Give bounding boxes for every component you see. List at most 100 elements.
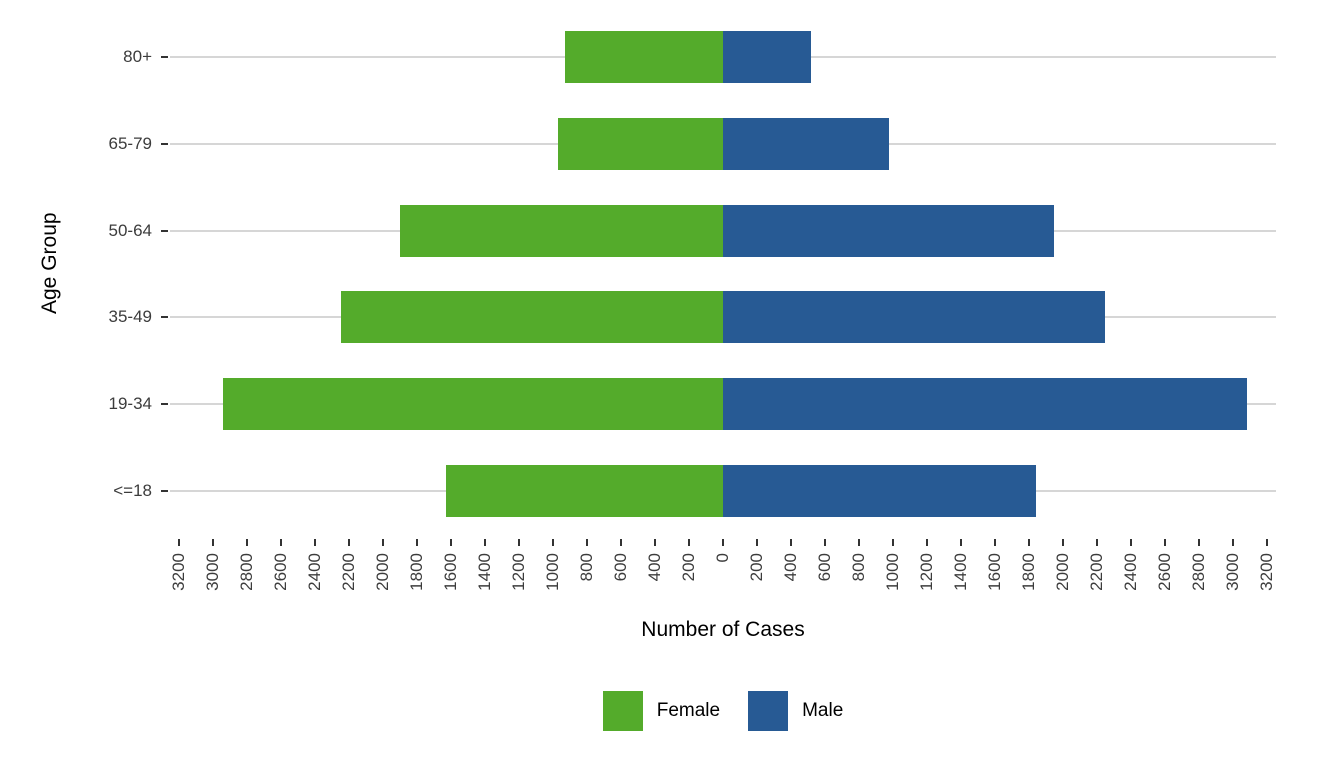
y-axis-title: Age Group (38, 212, 61, 314)
x-tick-mark (313, 539, 316, 546)
x-tick-mark (653, 539, 656, 546)
x-tick-mark (756, 539, 759, 546)
bar-female (399, 204, 723, 257)
x-tick-mark (381, 539, 384, 546)
bar-male (723, 378, 1248, 430)
x-tick-mark (1198, 539, 1201, 546)
plot-panel (170, 14, 1276, 534)
x-tick-mark (415, 539, 418, 546)
y-tick-mark (161, 316, 168, 319)
x-tick-label: 2600 (1155, 553, 1175, 591)
x-tick-label: 200 (747, 553, 767, 582)
x-tick-mark (177, 539, 180, 546)
bar-female (564, 31, 723, 84)
y-tick-label: 80+ (123, 47, 152, 67)
x-tick-label: 600 (610, 553, 630, 582)
y-tick-label: <=18 (113, 480, 152, 500)
y-tick-label: 19-34 (108, 394, 152, 413)
x-tick-mark (279, 539, 282, 546)
x-axis-title: Number of Cases (641, 618, 805, 641)
bar-female (445, 464, 723, 517)
y-tick-mark (161, 229, 168, 232)
x-tick-label: 3000 (1223, 553, 1243, 591)
bar-male (723, 464, 1037, 517)
x-tick-label: 600 (815, 553, 835, 582)
x-tick-mark (858, 539, 861, 546)
y-tick-mark (161, 489, 168, 492)
x-tick-label: 2200 (1087, 553, 1107, 591)
x-tick-mark (619, 539, 622, 546)
x-tick-mark (1028, 539, 1031, 546)
x-tick-label: 200 (678, 553, 698, 582)
x-tick-label: 1800 (1019, 553, 1039, 591)
x-tick-label: 2600 (270, 553, 290, 591)
x-tick-label: 1800 (406, 553, 426, 591)
x-tick-mark (517, 539, 520, 546)
legend-key-female (602, 691, 643, 731)
y-tick-mark (161, 56, 168, 59)
x-tick-label: 3000 (202, 553, 222, 591)
x-tick-label: 2800 (1189, 553, 1209, 591)
x-tick-label: 800 (576, 553, 596, 582)
y-tick-mark (161, 403, 168, 405)
x-tick-label: 400 (644, 553, 664, 582)
x-tick-mark (722, 539, 724, 546)
x-tick-mark (1164, 539, 1167, 546)
bar-female (557, 118, 723, 170)
x-tick-label: 800 (849, 553, 869, 582)
bar-male (723, 204, 1054, 257)
bar-female (341, 291, 723, 344)
x-tick-label: 1400 (474, 553, 494, 591)
x-tick-mark (347, 539, 350, 546)
x-tick-label: 1200 (917, 553, 937, 591)
x-tick-label: 3200 (1257, 553, 1277, 591)
y-tick-label: 35-49 (108, 307, 152, 327)
x-tick-label: 2400 (1121, 553, 1141, 591)
x-tick-label: 1000 (542, 553, 562, 591)
x-tick-mark (449, 539, 452, 546)
legend-item-female: Female (602, 691, 721, 731)
bar-male (723, 118, 889, 170)
bar-female (222, 378, 723, 430)
x-tick-label: 2400 (304, 553, 324, 591)
y-tick-label: 50-64 (108, 220, 152, 240)
x-tick-mark (1096, 539, 1099, 546)
x-tick-label: 1200 (508, 553, 528, 591)
x-tick-label: 2800 (236, 553, 256, 591)
x-tick-mark (892, 539, 895, 546)
legend-item-male: Male (748, 691, 843, 731)
x-tick-mark (824, 539, 827, 546)
x-tick-mark (994, 539, 997, 546)
legend-label: Male (802, 700, 844, 721)
legend-key-male (748, 691, 789, 731)
x-tick-mark (245, 539, 248, 546)
x-tick-mark (1232, 539, 1235, 546)
x-tick-mark (960, 539, 963, 546)
x-tick-label: 3200 (168, 553, 188, 591)
x-tick-label: 2000 (1053, 553, 1073, 591)
y-tick-mark (161, 143, 168, 145)
x-tick-mark (585, 539, 588, 546)
x-tick-label: 1600 (440, 553, 460, 591)
y-tick-label: 65-79 (108, 134, 152, 153)
x-tick-mark (211, 539, 214, 546)
x-tick-label: 2000 (372, 553, 392, 591)
bar-male (723, 291, 1105, 344)
x-tick-label: 2200 (338, 553, 358, 591)
x-tick-label: 0 (713, 553, 732, 563)
x-tick-label: 1600 (985, 553, 1005, 591)
x-tick-label: 400 (781, 553, 801, 582)
x-tick-mark (1062, 539, 1065, 546)
bar-male (723, 31, 811, 84)
legend-label: Female (656, 700, 721, 721)
x-tick-mark (687, 539, 690, 546)
legend: Female Male (170, 688, 1276, 734)
x-tick-mark (1266, 539, 1269, 546)
x-tick-mark (483, 539, 486, 546)
x-tick-mark (790, 539, 793, 546)
x-tick-mark (551, 539, 554, 546)
x-tick-label: 1000 (883, 553, 903, 591)
x-tick-mark (1130, 539, 1133, 546)
x-tick-label: 1400 (951, 553, 971, 591)
